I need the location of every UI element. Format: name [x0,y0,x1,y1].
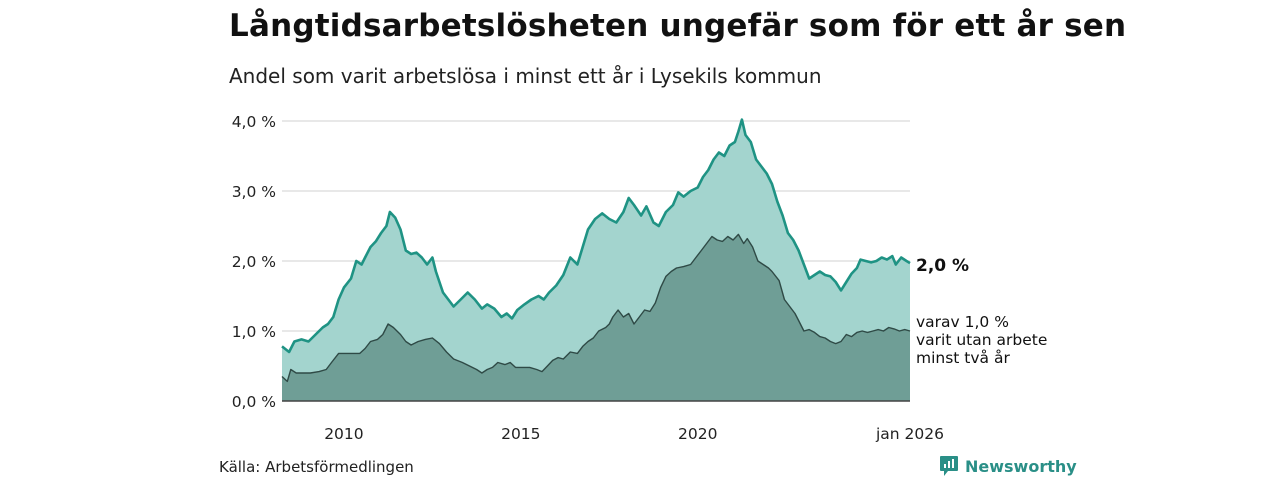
sub-label-line-1: varav 1,0 % [916,313,1009,331]
y-tick-label: 3,0 % [232,183,276,201]
x-tick-label: 2020 [678,425,717,443]
y-tick-label: 1,0 % [232,323,276,341]
sub-label-line-3: minst två år [916,349,1010,367]
sub-label-line-2: varit utan arbete [916,331,1047,349]
source-credit: Källa: Arbetsförmedlingen [219,458,414,476]
x-axis: 2010 2015 2020 jan 2026 [324,425,944,443]
brand-logo: Newsworthy [939,455,1077,477]
y-tick-label: 0,0 % [232,393,276,411]
line-two-years-unemployed [281,233,911,383]
line-long-term-unemployed [281,118,911,354]
y-tick-label: 4,0 % [232,113,276,131]
x-tick-label: jan 2026 [875,425,944,443]
newsworthy-logo-icon [940,456,958,476]
brand-name: Newsworthy [965,456,1077,476]
y-axis: 0,0 % 1,0 % 2,0 % 3,0 % 4,0 % [232,113,276,411]
chart-title: Långtidsarbetslösheten ungefär som för e… [229,8,1127,44]
chart-subtitle: Andel som varit arbetslösa i minst ett å… [229,64,822,88]
y-tick-label: 2,0 % [232,253,276,271]
x-tick-label: 2015 [501,425,540,443]
end-value-label: 2,0 % [916,256,969,276]
area-two-years-unemployed [282,234,910,401]
x-tick-label: 2010 [324,425,363,443]
sub-series-label: varav 1,0 % varit utan arbete minst två … [916,313,1047,367]
